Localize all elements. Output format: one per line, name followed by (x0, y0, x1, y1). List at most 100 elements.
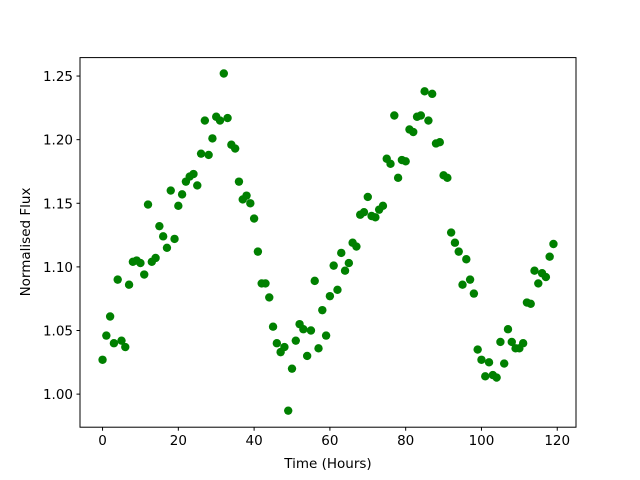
point (268, 322, 278, 331)
point (158, 232, 168, 241)
point (507, 337, 516, 347)
y-tick-label: 1.15 (43, 196, 73, 212)
point (196, 149, 206, 158)
point (416, 111, 426, 120)
point (340, 266, 350, 275)
point (503, 325, 513, 334)
point (318, 305, 327, 315)
point (105, 312, 115, 321)
point (473, 345, 482, 354)
point (261, 279, 270, 288)
point (378, 201, 388, 211)
point (287, 364, 297, 373)
point (549, 239, 558, 249)
point (174, 201, 183, 211)
point (265, 293, 274, 302)
point (465, 275, 475, 284)
point (446, 228, 456, 237)
y-axis-label: Normalised Flux (18, 188, 34, 297)
point (420, 87, 429, 96)
point (272, 339, 282, 348)
point (363, 192, 372, 202)
point (530, 266, 539, 275)
point (321, 331, 331, 340)
point (124, 280, 134, 289)
point (102, 331, 111, 340)
point (310, 276, 319, 286)
point (337, 248, 346, 258)
point (306, 326, 316, 335)
point (117, 336, 126, 345)
point (329, 261, 338, 270)
point (242, 191, 251, 200)
point (215, 116, 225, 125)
point (291, 336, 300, 345)
point (162, 243, 172, 253)
point (140, 270, 149, 279)
point (545, 252, 554, 261)
point (469, 289, 479, 298)
point (443, 173, 452, 183)
point (253, 247, 263, 256)
point (121, 342, 130, 352)
point (484, 358, 494, 367)
point (189, 169, 198, 179)
x-tick-label: 40 (246, 433, 263, 449)
point (299, 325, 308, 334)
point (98, 355, 107, 364)
point (223, 113, 232, 123)
point (314, 344, 323, 353)
point (302, 351, 312, 361)
point (200, 116, 210, 125)
point (208, 134, 217, 143)
point (151, 253, 160, 263)
y-tick-label: 1.00 (43, 387, 73, 403)
point (193, 181, 202, 190)
point (409, 127, 418, 137)
point (230, 144, 240, 153)
point (246, 199, 255, 208)
point (458, 280, 467, 289)
x-tick-label: 60 (321, 433, 338, 449)
point (234, 177, 244, 186)
y-tick-label: 1.20 (43, 133, 73, 149)
point (492, 373, 501, 382)
point (249, 214, 259, 223)
point (499, 359, 509, 368)
point (109, 339, 119, 348)
y-tick-label: 1.25 (43, 69, 73, 85)
point (435, 138, 444, 147)
y-tick-label: 1.10 (43, 260, 73, 276)
point (526, 299, 535, 308)
point (284, 406, 293, 415)
point (333, 285, 342, 294)
point (170, 234, 179, 244)
x-tick-label: 20 (170, 433, 187, 449)
point (462, 255, 471, 264)
point (390, 111, 399, 120)
point (518, 339, 528, 348)
point (155, 221, 164, 231)
point (344, 258, 354, 268)
point (477, 355, 486, 364)
point (359, 207, 369, 217)
point (352, 242, 361, 251)
point (454, 247, 463, 256)
point (204, 150, 213, 160)
point (534, 279, 543, 288)
point (219, 69, 228, 78)
point (371, 213, 380, 222)
point (481, 372, 490, 381)
point (113, 275, 122, 284)
point (166, 186, 175, 195)
point (325, 291, 335, 301)
point (428, 89, 437, 99)
point (424, 116, 433, 125)
x-tick-label: 100 (469, 433, 495, 449)
x-tick-label: 120 (544, 433, 570, 449)
point (386, 159, 395, 169)
point (450, 238, 460, 247)
plot-frame (79, 57, 577, 428)
x-axis-label: Time (Hours) (283, 456, 371, 472)
